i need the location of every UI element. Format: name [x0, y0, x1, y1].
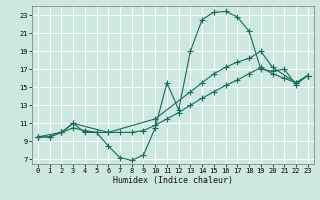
X-axis label: Humidex (Indice chaleur): Humidex (Indice chaleur) [113, 176, 233, 185]
